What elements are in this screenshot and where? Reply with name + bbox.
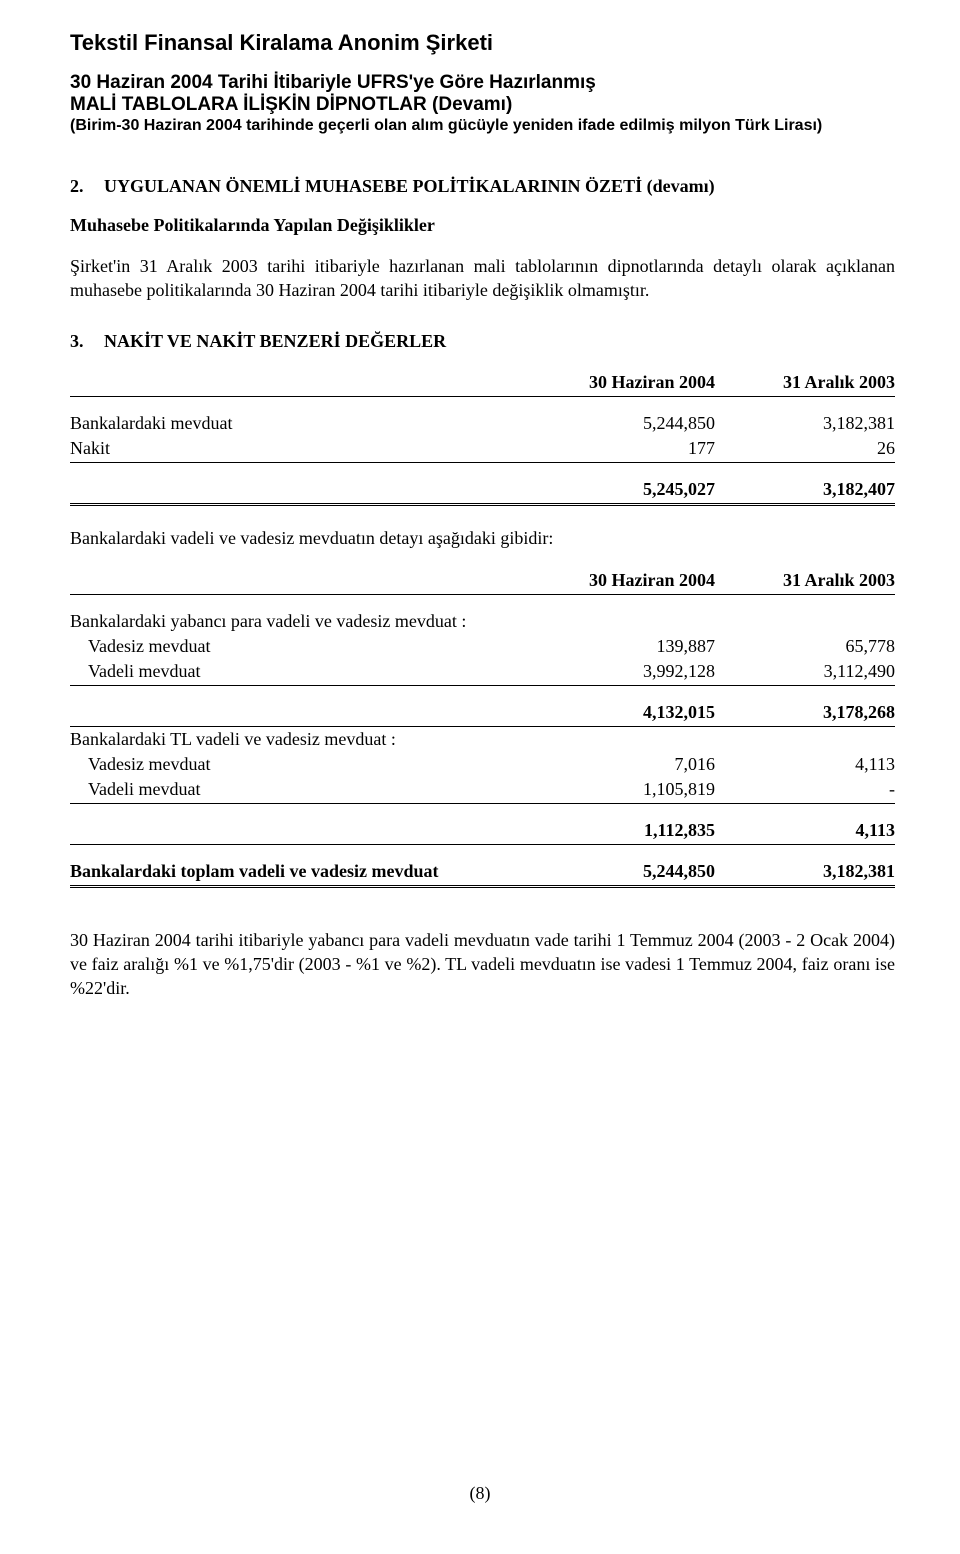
section2-number: 2. [70,176,104,197]
table-cash-detail: 30 Haziran 2004 31 Aralık 2003 Bankalard… [70,568,895,888]
cell-value: 3,992,128 [535,659,715,686]
cell-label: Bankalardaki mevduat [70,411,535,436]
cell-label: Bankalardaki yabancı para vadeli ve vade… [70,609,895,634]
table-row: Bankalardaki mevduat 5,244,850 3,182,381 [70,411,895,436]
table-header-empty [70,568,535,595]
table-row: Vadesiz mevduat 139,887 65,778 [70,634,895,659]
cell-value: 3,178,268 [715,700,895,727]
subheader-note: (Birim-30 Haziran 2004 tarihinde geçerli… [70,116,895,136]
section3-heading: 3.NAKİT VE NAKİT BENZERİ DEĞERLER [70,331,895,352]
section2-subhead: Muhasebe Politikalarında Yapılan Değişik… [70,215,895,236]
footnote-paragraph: 30 Haziran 2004 tarihi itibariyle yabanc… [70,928,895,1001]
cell-value: 1,105,819 [535,777,715,804]
cell-value: 26 [715,436,895,463]
cell-value: 5,245,027 [535,477,715,505]
company-name: Tekstil Finansal Kiralama Anonim Şirketi [70,30,895,56]
cell-value: 4,113 [715,818,895,845]
section2-title: UYGULANAN ÖNEMLİ MUHASEBE POLİTİKALARINI… [104,176,715,196]
table-header-col2: 31 Aralık 2003 [715,568,895,595]
table-header-empty [70,370,535,397]
cell-value: 139,887 [535,634,715,659]
table-row [70,462,895,477]
table-row [70,844,895,859]
section3-number: 3. [70,331,104,352]
table-header-col2: 31 Aralık 2003 [715,370,895,397]
cell-value: 3,112,490 [715,659,895,686]
table-row-total: 5,245,027 3,182,407 [70,477,895,505]
table-cash-summary: 30 Haziran 2004 31 Aralık 2003 Bankalard… [70,370,895,506]
table-row [70,396,895,411]
section2-paragraph: Şirket'in 31 Aralık 2003 tarihi itibariy… [70,254,895,303]
section2-heading: 2.UYGULANAN ÖNEMLİ MUHASEBE POLİTİKALARI… [70,176,895,197]
table-header-col1: 30 Haziran 2004 [535,370,715,397]
cell-value: 1,112,835 [535,818,715,845]
subheader-line1: 30 Haziran 2004 Tarihi İtibariyle UFRS'y… [70,72,895,94]
table-row: Vadesiz mevduat 7,016 4,113 [70,752,895,777]
table-row [70,594,895,609]
cell-label: Bankalardaki toplam vadeli ve vadesiz me… [70,859,535,887]
cell-value: - [715,777,895,804]
table-row-subtotal: 4,132,015 3,178,268 [70,700,895,727]
cell-label: Nakit [70,436,535,463]
cell-value: 3,182,381 [715,859,895,887]
table-header-col1: 30 Haziran 2004 [535,568,715,595]
cell-label [70,700,535,727]
table-row-subtotal: 1,112,835 4,113 [70,818,895,845]
cell-label: Vadeli mevduat [70,777,535,804]
cell-label: Bankalardaki TL vadeli ve vadesiz mevdua… [70,726,895,752]
table-row [70,685,895,700]
cell-value: 5,244,850 [535,859,715,887]
cell-value: 177 [535,436,715,463]
table-row: 30 Haziran 2004 31 Aralık 2003 [70,568,895,595]
cell-value: 3,182,381 [715,411,895,436]
cell-value: 3,182,407 [715,477,895,505]
table-row-group-header: Bankalardaki yabancı para vadeli ve vade… [70,609,895,634]
table-row-group-header: Bankalardaki TL vadeli ve vadesiz mevdua… [70,726,895,752]
table-row [70,803,895,818]
cell-value: 4,132,015 [535,700,715,727]
cell-label [70,818,535,845]
section3-midtext: Bankalardaki vadeli ve vadesiz mevduatın… [70,526,895,550]
cell-label: Vadesiz mevduat [70,752,535,777]
document-page: Tekstil Finansal Kiralama Anonim Şirketi… [0,0,960,1554]
table-row: 30 Haziran 2004 31 Aralık 2003 [70,370,895,397]
cell-label [70,477,535,505]
table-row-grand-total: Bankalardaki toplam vadeli ve vadesiz me… [70,859,895,887]
table-row: Vadeli mevduat 3,992,128 3,112,490 [70,659,895,686]
cell-value: 4,113 [715,752,895,777]
table-row: Nakit 177 26 [70,436,895,463]
section3-title: NAKİT VE NAKİT BENZERİ DEĞERLER [104,331,446,351]
cell-value: 7,016 [535,752,715,777]
cell-label: Vadeli mevduat [70,659,535,686]
subheader-line2: MALİ TABLOLARA İLİŞKİN DİPNOTLAR (Devamı… [70,94,895,116]
cell-label: Vadesiz mevduat [70,634,535,659]
table-row: Vadeli mevduat 1,105,819 - [70,777,895,804]
cell-value: 65,778 [715,634,895,659]
cell-value: 5,244,850 [535,411,715,436]
page-number: (8) [0,1483,960,1504]
